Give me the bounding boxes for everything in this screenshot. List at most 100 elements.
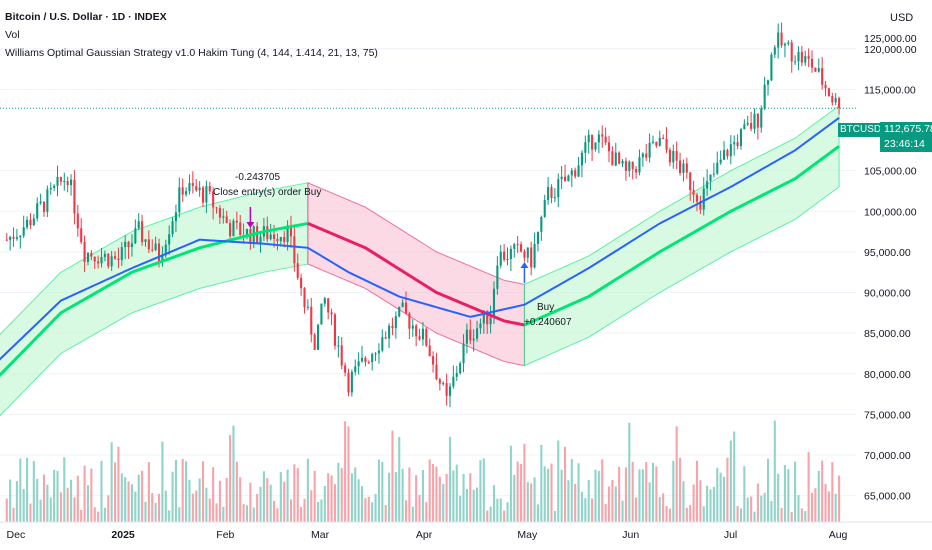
- volume-bar: [46, 484, 49, 522]
- time-tick-label: Jun: [622, 529, 639, 541]
- volume-bar: [733, 431, 736, 522]
- candle-body: [814, 67, 817, 72]
- volume-bar: [496, 498, 499, 522]
- volume-bar: [635, 497, 638, 522]
- volume-bar: [39, 499, 42, 522]
- candle-body: [543, 199, 546, 217]
- volume-bar: [780, 507, 783, 522]
- symbol-title[interactable]: Bitcoin / U.S. Dollar · 1D · INDEX: [5, 11, 167, 23]
- volume-bar: [117, 446, 120, 522]
- gaussian-band: [0, 104, 840, 417]
- time-tick-label: 2025: [111, 529, 135, 541]
- candle-body: [371, 353, 374, 363]
- volume-bar: [794, 461, 797, 522]
- volume-bar: [594, 469, 597, 522]
- candle-body: [398, 306, 401, 317]
- band-fill: [0, 182, 309, 417]
- candle-body: [679, 160, 682, 174]
- volume-bar: [479, 460, 482, 522]
- volume-bar: [455, 464, 458, 522]
- volume-bar: [452, 470, 455, 522]
- candle-body: [567, 175, 570, 182]
- volume-bar: [787, 469, 790, 522]
- volume-bar: [66, 487, 69, 522]
- candle-body: [580, 152, 583, 166]
- candle-body: [482, 310, 485, 324]
- candle-body: [117, 258, 120, 261]
- candle-body: [215, 207, 218, 209]
- candle-body: [36, 203, 39, 219]
- candle-body: [225, 216, 228, 224]
- candle-body: [22, 227, 25, 236]
- volume-bar: [391, 430, 394, 522]
- candle-body: [103, 253, 106, 257]
- indicator-label[interactable]: Williams Optimal Gaussian Strategy v1.0 …: [5, 47, 378, 59]
- volume-bar: [245, 505, 249, 522]
- volume-bar: [53, 469, 56, 522]
- volume-bar: [597, 470, 600, 522]
- volume-bar: [415, 475, 418, 522]
- volume-bar: [773, 420, 776, 522]
- candle-body: [367, 362, 370, 364]
- candle-body: [729, 144, 732, 157]
- candle-body: [533, 243, 536, 268]
- volume-bar: [357, 479, 360, 522]
- candle-body: [780, 32, 783, 46]
- volume-label[interactable]: Vol: [5, 29, 20, 41]
- candle-body: [709, 174, 712, 182]
- volume-bar: [388, 472, 391, 522]
- volume-bar: [134, 491, 137, 522]
- volume-bar: [394, 472, 397, 522]
- candle-body: [506, 259, 509, 261]
- candle-body: [70, 179, 73, 186]
- volume-bar: [519, 463, 523, 522]
- candle-body: [574, 170, 577, 177]
- volume-bar: [543, 466, 546, 522]
- candle-body: [374, 353, 377, 355]
- candle-body: [540, 216, 543, 232]
- volume-bar: [120, 473, 123, 522]
- volume-bar: [283, 481, 286, 522]
- volume-bar: [726, 457, 729, 522]
- volume-bar: [337, 462, 340, 522]
- candle-body: [496, 265, 499, 289]
- time-axis: Dec 2025 Feb Mar Apr May Jun Jul Aug: [0, 521, 932, 541]
- candle-body: [435, 364, 438, 380]
- candle-body: [283, 236, 286, 242]
- volume-bar: [191, 493, 194, 522]
- moving-average-line: [0, 117, 840, 361]
- currency-label[interactable]: USD: [890, 12, 914, 24]
- candle-body: [550, 187, 553, 198]
- volume-bar: [624, 467, 627, 522]
- volume-bar: [86, 485, 90, 522]
- volume-bar: [668, 508, 671, 522]
- price-tick-label: 95,000.00: [864, 247, 911, 259]
- volume-bar: [222, 506, 225, 522]
- price-tick-label: 115,000.00: [864, 84, 916, 96]
- volume-bar: [296, 468, 299, 522]
- volume-bar: [208, 498, 211, 522]
- candle-body: [26, 219, 29, 228]
- candle-body: [455, 372, 458, 377]
- volume-bar: [611, 479, 614, 522]
- candle-body: [719, 159, 722, 163]
- candle-body: [39, 201, 42, 204]
- candle-body: [360, 357, 364, 362]
- volume-bar: [374, 493, 377, 522]
- candle-body: [766, 80, 770, 85]
- volume-bar: [831, 462, 834, 522]
- candle-body: [421, 328, 424, 340]
- candle-body: [46, 189, 49, 212]
- candle-body: [388, 325, 391, 339]
- candle-body: [259, 236, 262, 243]
- candle-body: [174, 212, 177, 222]
- volume-bar: [550, 463, 553, 522]
- volume-bar: [469, 473, 472, 522]
- volume-bar: [32, 461, 35, 522]
- volume-bar: [587, 480, 590, 522]
- last-price-tag: 112,675.78 23:46:14: [880, 122, 932, 152]
- volume-bar: [70, 479, 73, 522]
- candle-body: [316, 324, 320, 350]
- candle-body: [628, 161, 631, 171]
